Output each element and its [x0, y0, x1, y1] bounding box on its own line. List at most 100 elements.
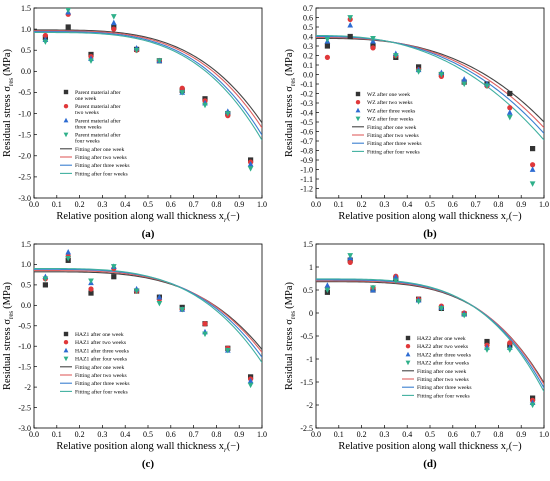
fit-line-3: [34, 31, 262, 136]
y-tick-label: -1.0: [300, 165, 313, 174]
x-tick-label: 0.0: [311, 200, 321, 209]
data-point-series-4: [529, 181, 536, 187]
legend-marker-triangle-up: [63, 347, 69, 353]
y-axis-label: Residual stress σres (MPa): [2, 49, 15, 158]
data-point-series-2: [507, 340, 513, 346]
data-point-series-4: [438, 306, 445, 312]
x-axis-label-text: Relative position along wall thickness x: [56, 211, 224, 222]
x-axis-label-sub: r: [224, 216, 227, 224]
data-point-series-4: [42, 276, 49, 282]
data-point-series-1: [530, 146, 536, 152]
x-tick-label: 1.0: [257, 200, 267, 209]
x-axis-label-sub: r: [506, 216, 509, 224]
y-tick-label: 0.0: [303, 70, 313, 79]
x-tick-label: 0.2: [75, 200, 85, 209]
legend-entry-line: Parent material after: [75, 89, 121, 96]
plot-area: [316, 253, 544, 409]
x-tick-label: 0.9: [234, 430, 244, 439]
legend-entry: Fitting after one week: [75, 364, 124, 371]
data-point-series-1: [88, 290, 94, 296]
data-point-series-3: [529, 166, 536, 172]
data-point-series-3: [461, 76, 468, 82]
data-point-series-3: [506, 109, 513, 115]
legend-entry: Fitting after three weeks: [367, 140, 422, 147]
data-point-series-4: [156, 300, 163, 307]
legend-entry: Fitting after two weeks: [75, 372, 127, 379]
x-axis-label-sub: r: [506, 446, 509, 454]
x-tick-label: 0.9: [516, 430, 526, 439]
legend-marker-triangle-down: [63, 132, 69, 138]
x-axis-label-unit: (−): [227, 211, 240, 222]
x-tick-label: 0.7: [189, 200, 199, 209]
x-tick-label: 0.1: [52, 430, 62, 439]
data-point-series-3: [65, 249, 72, 255]
data-point-series-4: [65, 8, 71, 14]
legend-entry-line: Parent material after: [75, 132, 121, 139]
x-tick-label: 0.6: [448, 200, 458, 209]
y-tick-label: 0.6: [303, 13, 313, 22]
data-point-series-3: [347, 21, 354, 28]
y-tick-label: -0.6: [300, 127, 313, 136]
data-point-series-2: [324, 54, 330, 61]
x-tick-label: 0.3: [97, 430, 107, 439]
panel-3: 0.0 0.1 0.2 0.3 0.4 0.5 0.6 0.7 0.8 0.9 1.0 -3.0 -2.…: [2, 240, 267, 470]
data-point-series-1: [507, 90, 513, 97]
data-point-series-4: [461, 81, 468, 88]
y-tick-label: -0.1: [300, 80, 313, 89]
y-axis-label-text: Residual stress σ: [284, 319, 295, 390]
legend-entry: HAZ1 after two weeks: [75, 339, 126, 346]
legend-entry: Fitting after four weeks: [75, 388, 128, 395]
data-point-series-4: [133, 288, 140, 295]
y-tick-label: 0.5: [21, 46, 31, 55]
data-point-series-4: [324, 287, 331, 294]
x-tick-label: 0.3: [379, 430, 389, 439]
y-tick-label: 1.0: [21, 25, 31, 34]
data-point-series-2: [347, 259, 353, 265]
y-axis-label-unit: (MPa): [2, 49, 13, 76]
y-tick-label: -2.5: [300, 424, 313, 433]
legend-entry: Fitting after one week: [75, 146, 124, 153]
fit-line-1: [34, 271, 262, 350]
x-axis-label-sub: r: [224, 446, 227, 454]
y-tick-label: 1: [309, 263, 313, 272]
data-point-series-4: [88, 58, 94, 64]
data-point-series-4: [133, 47, 140, 54]
x-tick-label: 1.0: [539, 430, 549, 439]
legend-marker-circle: [63, 340, 69, 345]
x-tick-label: 0.3: [379, 200, 389, 209]
y-axis-label-unit: (MPa): [284, 49, 295, 76]
data-point-series-1: [65, 24, 71, 30]
x-axis-label: Relative position along wall thickness x…: [338, 441, 522, 454]
legend-entry: Fitting after two weeks: [417, 376, 469, 383]
legend-entry: Parent material after four weeks: [75, 132, 121, 145]
y-tick-label: -2.0: [18, 152, 31, 161]
y-tick-label: 1.0: [21, 260, 31, 269]
data-point-series-2: [111, 26, 117, 32]
y-tick-label: -0.5: [18, 88, 31, 97]
data-point-series-4: [484, 83, 490, 90]
legend-entry: HAZ2 after three weeks: [417, 351, 471, 358]
data-point-series-4: [529, 402, 536, 409]
y-tick-label: -0.2: [300, 89, 313, 98]
x-tick-label: 0.3: [97, 200, 107, 209]
y-tick-label: -0.5: [300, 332, 313, 341]
y-axis-label-text: Residual stress σ: [2, 86, 13, 157]
x-tick-label: 0.8: [493, 430, 503, 439]
y-axis-label: Residual stress σres (MPa): [284, 49, 297, 158]
legend-marker-square: [405, 335, 411, 341]
y-tick-label: -0.9: [300, 156, 313, 165]
y-tick-label: 0: [309, 309, 313, 318]
data-point-series-4: [506, 114, 513, 121]
legend-marker-square: [63, 89, 69, 95]
data-point-series-4: [224, 111, 231, 117]
y-tick-label: -0.5: [18, 322, 31, 331]
legend-entry: WZ after two weeks: [367, 99, 413, 106]
legend-entry: Fitting after one week: [417, 368, 466, 375]
plot-area: [34, 8, 262, 172]
legend-entry: HAZ2 after one week: [417, 335, 466, 342]
data-point-series-2: [530, 162, 536, 168]
y-tick-label: 0.5: [303, 23, 313, 32]
data-point-series-4: [415, 299, 422, 305]
legend-entry: Fitting after four weeks: [417, 392, 470, 399]
fit-line-1: [316, 37, 544, 123]
